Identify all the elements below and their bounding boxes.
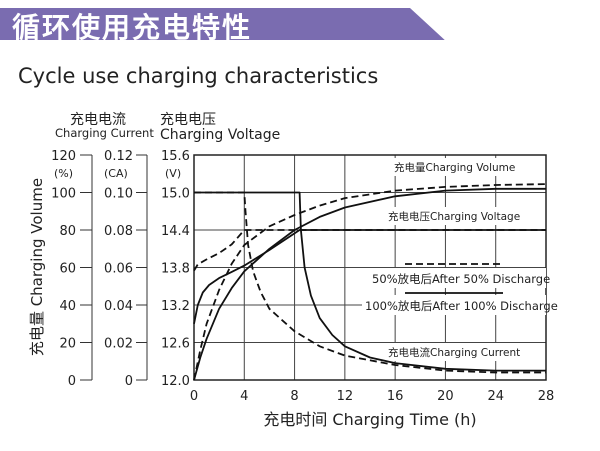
- x-tick-label: 28: [538, 389, 555, 404]
- chart-subtitle: Cycle use charging characteristics: [18, 64, 379, 88]
- header-banner: [0, 8, 445, 40]
- voltage-unit: (V): [165, 167, 181, 180]
- volume-tick-label: 0: [68, 374, 76, 389]
- current-tick-label: 0: [125, 374, 133, 389]
- volume-tick-label: 20: [59, 337, 76, 352]
- legend-label-50: 50%放电后After 50% Discharge: [372, 272, 550, 286]
- current-tick-label: 0.06: [104, 262, 133, 277]
- current-tick-label: 0.10: [104, 187, 133, 202]
- x-tick-label: 24: [487, 389, 504, 404]
- page-title: 循环使用充电特性: [12, 11, 253, 44]
- voltage-curve-label: 充电电压Charging Voltage: [388, 210, 520, 223]
- voltage-curve-solid: [193, 229, 546, 324]
- voltage-axis-title-en: Charging Voltage: [160, 127, 280, 143]
- voltage-tick-label: 12.0: [161, 374, 190, 389]
- current-tick-label: 0.12: [104, 149, 133, 164]
- volume-axis-title: 充电量 Charging Volume: [28, 178, 46, 356]
- volume-tick-label: 60: [59, 262, 76, 277]
- current-curve-solid: [194, 191, 546, 372]
- voltage-tick-label: 13.2: [161, 299, 190, 314]
- current-axis-title-en: Charging Current: [55, 126, 154, 140]
- legend-label-100: 100%放电后After 100% Discharge: [365, 299, 558, 313]
- volume-curve-dashed: [193, 183, 547, 381]
- voltage-tick-label: 12.6: [161, 337, 190, 352]
- label-background: [362, 295, 546, 315]
- current-unit: (CA): [104, 167, 128, 180]
- x-tick-label: 8: [290, 389, 298, 404]
- volume-curve-label: 充电量Charging Volume: [394, 161, 515, 174]
- volume-unit: (%): [54, 167, 73, 180]
- x-tick-label: 16: [387, 389, 404, 404]
- label-background: [386, 207, 524, 225]
- current-tick-label: 0.04: [104, 299, 133, 314]
- volume-tick-label: 100: [51, 187, 76, 202]
- voltage-tick-label: 14.4: [161, 224, 190, 239]
- current-axis-title-cn: 充电电流: [70, 112, 126, 128]
- banner-shape: [0, 8, 445, 40]
- label-background: [392, 158, 522, 176]
- voltage-axis-title-cn: 充电电压: [160, 112, 216, 128]
- voltage-tick-label: 13.8: [161, 262, 190, 277]
- label-background: [386, 343, 524, 361]
- x-tick-label: 0: [190, 389, 198, 404]
- x-axis-title: 充电时间 Charging Time (h): [263, 410, 476, 429]
- x-tick-label: 12: [337, 389, 354, 404]
- volume-tick-label: 40: [59, 299, 76, 314]
- plot-frame: [193, 154, 547, 381]
- current-curve-dashed: [194, 191, 546, 374]
- label-background: [368, 268, 546, 288]
- volume-curve-solid: [193, 187, 546, 381]
- volume-tick-label: 80: [59, 224, 76, 239]
- current-curve-label: 充电电流Charging Current: [388, 346, 520, 359]
- current-tick-label: 0.02: [104, 337, 133, 352]
- x-tick-label: 20: [437, 389, 454, 404]
- voltage-tick-label: 15.6: [161, 149, 190, 164]
- current-tick-label: 0.08: [104, 224, 133, 239]
- x-tick-label: 4: [240, 389, 248, 404]
- voltage-tick-label: 15.0: [161, 187, 190, 202]
- volume-tick-label: 120: [51, 149, 76, 164]
